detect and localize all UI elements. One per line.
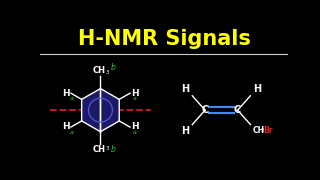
Text: b: b: [110, 63, 116, 72]
Text: CH: CH: [92, 66, 105, 75]
Text: a: a: [132, 96, 136, 101]
Text: a: a: [69, 130, 73, 135]
Text: H: H: [131, 122, 139, 131]
Text: CH: CH: [92, 145, 105, 154]
Text: H: H: [62, 89, 70, 98]
Text: H: H: [181, 126, 189, 136]
Polygon shape: [82, 89, 119, 132]
Text: H: H: [62, 122, 70, 131]
Text: 2: 2: [260, 128, 264, 133]
Text: H: H: [131, 89, 139, 98]
Text: 3: 3: [106, 146, 109, 150]
Text: C: C: [234, 105, 241, 115]
Text: H: H: [253, 84, 262, 94]
Text: H-NMR Signals: H-NMR Signals: [77, 29, 251, 49]
Text: a: a: [132, 130, 136, 135]
Text: C: C: [202, 105, 209, 115]
Text: 3: 3: [106, 71, 109, 75]
Text: a: a: [69, 96, 73, 101]
Text: Br: Br: [263, 126, 272, 135]
Text: H: H: [181, 84, 189, 94]
Text: CH: CH: [253, 126, 265, 135]
Text: b: b: [110, 145, 116, 154]
